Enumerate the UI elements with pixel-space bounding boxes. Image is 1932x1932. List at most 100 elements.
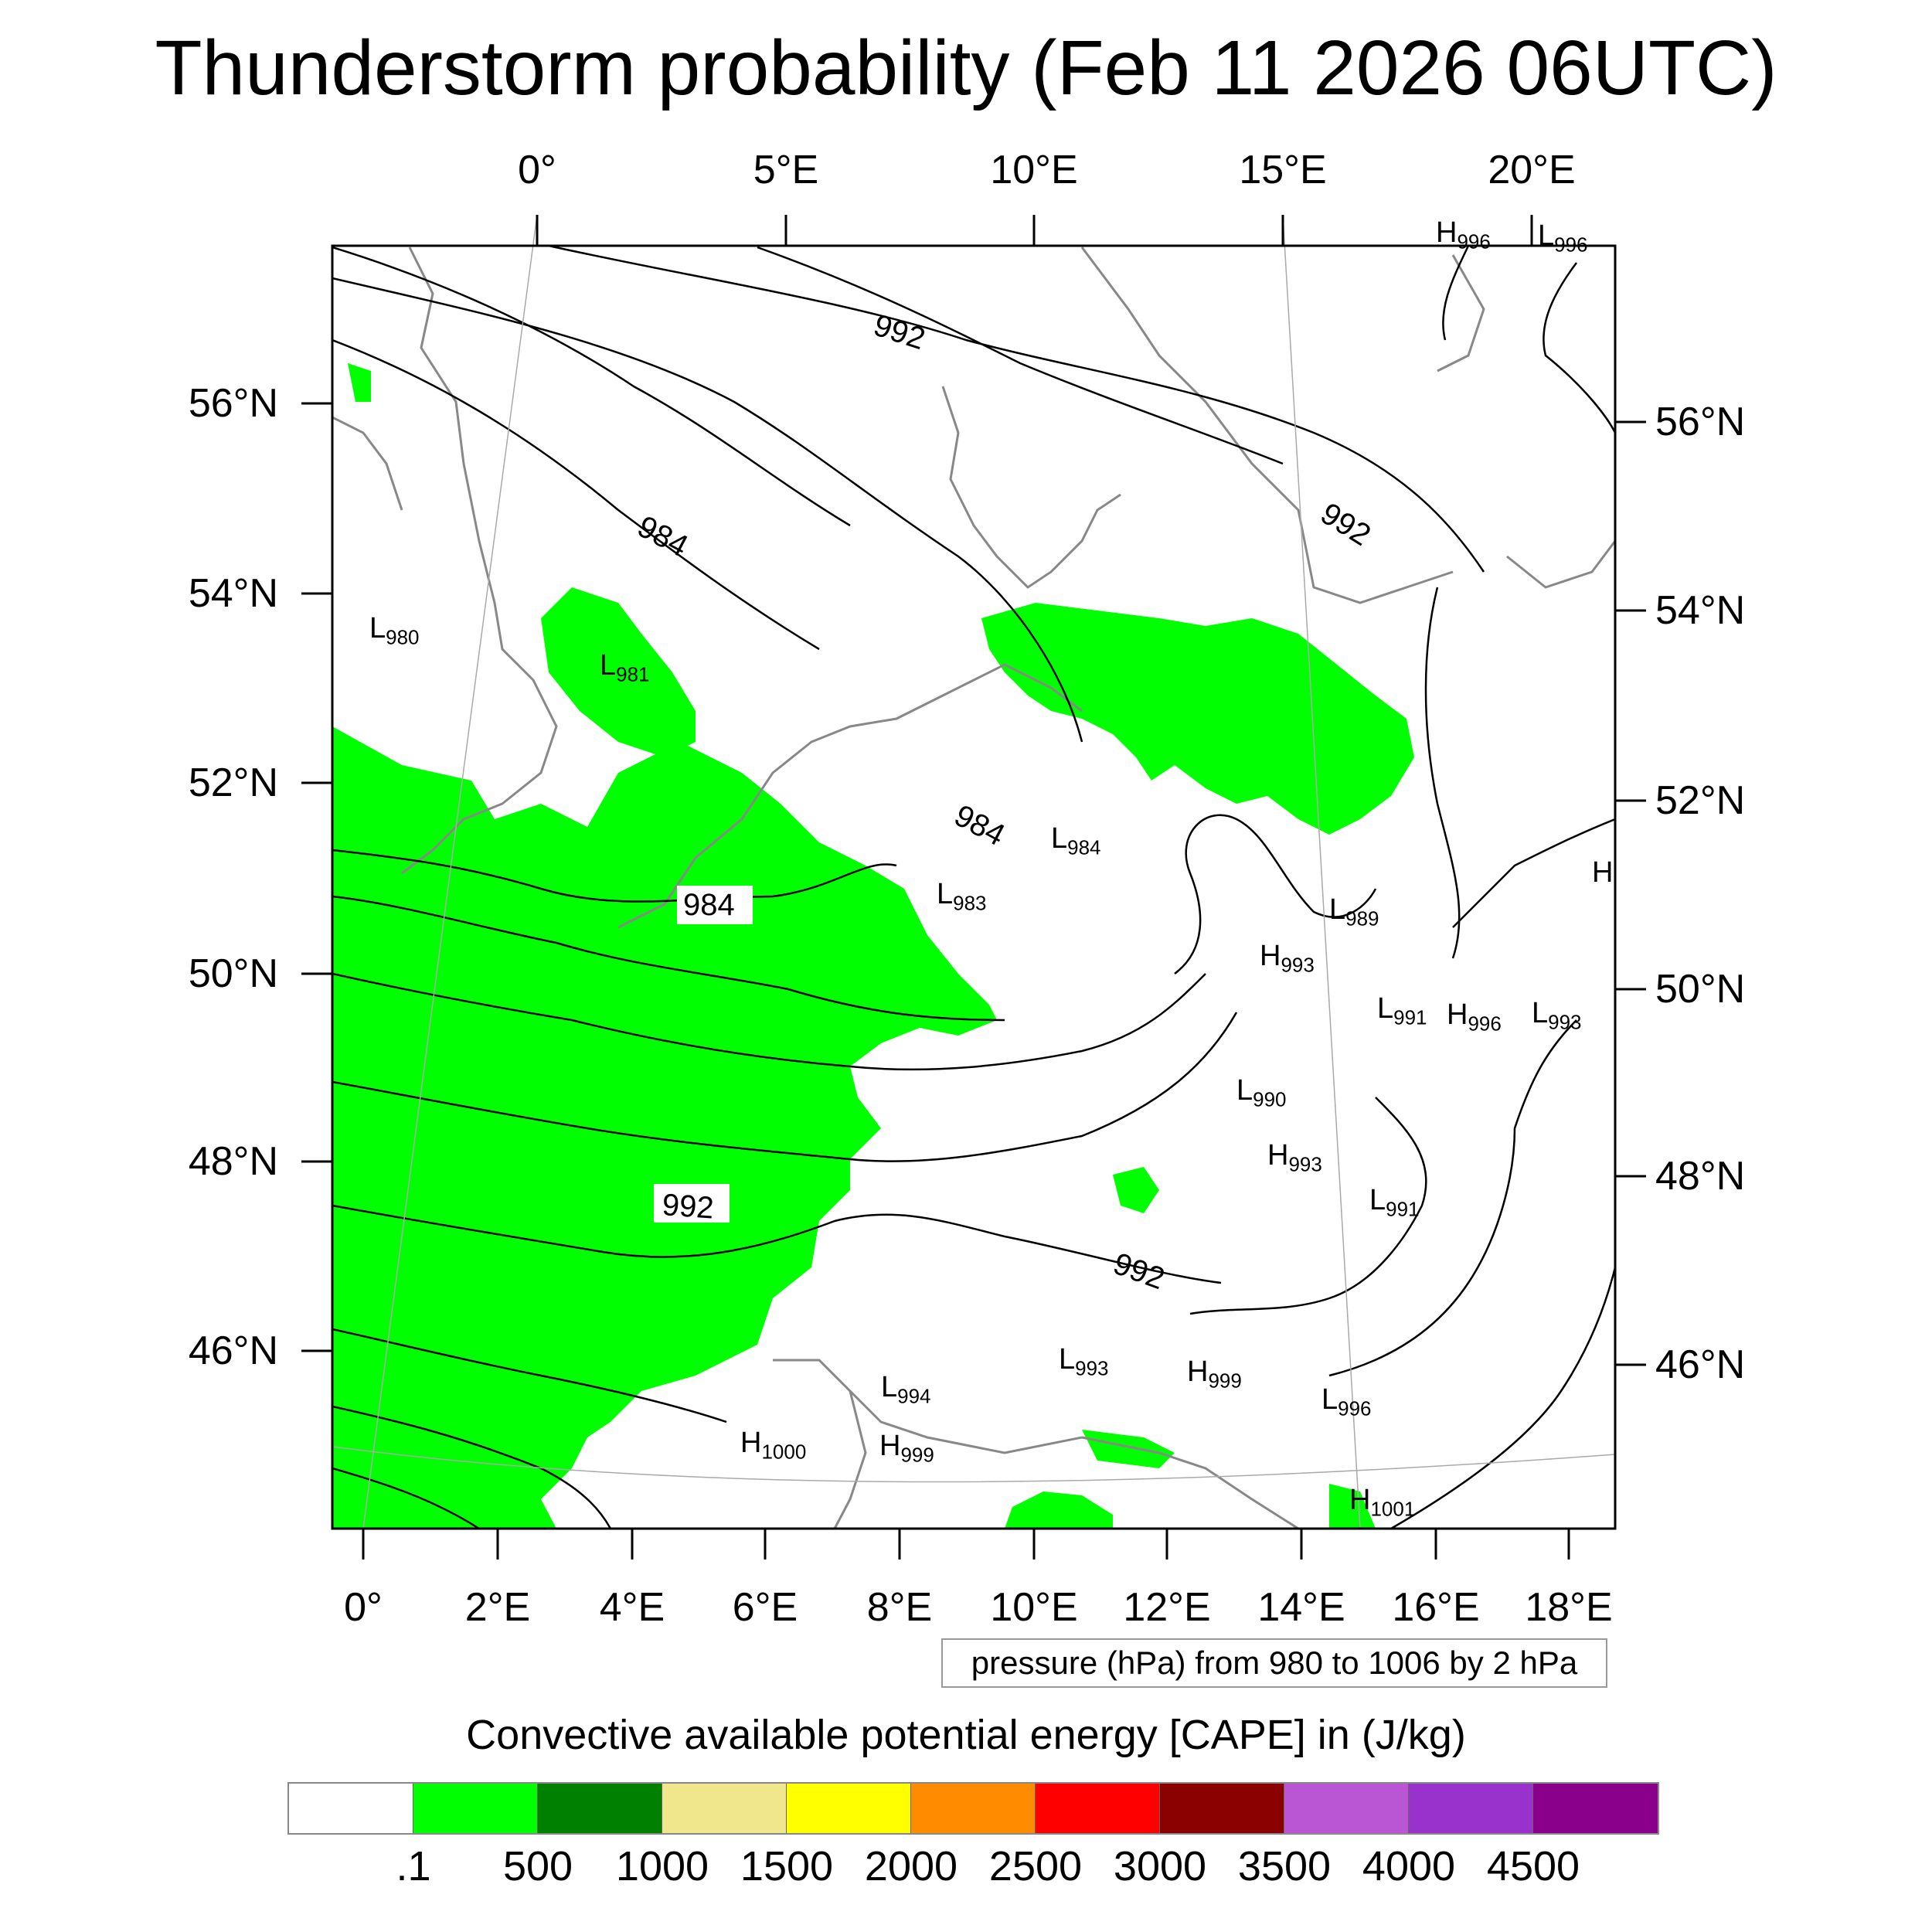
cape-area-uk [541,587,696,757]
lat-label-right: 52°N [1655,778,1746,823]
lat-label-right: 50°N [1655,967,1746,1012]
high-pressure-marker: H996 [1447,998,1502,1036]
colorbar-swatch [1284,1784,1409,1833]
isobar-label: 992 [1109,1247,1169,1296]
map-frame [331,244,1617,1530]
isobars [332,246,1615,1529]
pressure-value: 1001 [1370,1497,1416,1521]
frame-ticks [301,215,1646,1560]
legend-title: Convective available potential energy [C… [466,1712,1466,1758]
lon-label-bottom: 8°E [866,1585,933,1630]
cape-area-western [332,726,997,1529]
colorbar-swatch [538,1784,662,1833]
pressure-value: 996 [1457,230,1491,253]
colorbar-swatch [911,1784,1036,1833]
low-pressure-marker: L993 [1059,1343,1109,1380]
high-pressure-marker: H [1592,856,1614,889]
lon-label-bottom: 2°E [464,1585,531,1630]
cape-area-scotland [348,363,371,402]
contour-info-box: pressure (hPa) from 980 to 1006 by 2 hPa [941,1638,1607,1688]
low-pressure-marker: L996 [1538,219,1588,257]
isobar-label: 992 [1315,496,1376,553]
colorbar-swatch [1036,1784,1160,1833]
colorbar-swatch [413,1784,538,1833]
pressure-value: 996 [1554,233,1588,257]
lon-label-top: 5°E [753,148,819,192]
lat-label-right: 48°N [1655,1154,1746,1199]
low-pressure-marker: L994 [881,1371,931,1408]
pressure-value: 994 [897,1384,931,1408]
lon-label-bottom: 10°E [990,1585,1078,1630]
isobar-label: 984 [683,888,735,922]
pressure-value: 981 [616,662,650,686]
isobar-label: 984 [949,798,1011,852]
high-pressure-marker: H993 [1267,1139,1322,1176]
colorbar-swatch [289,1784,413,1833]
low-pressure-marker: L980 [369,612,420,649]
cape-area-south [1005,1492,1113,1529]
pressure-value: 999 [900,1443,934,1467]
low-pressure-marker: L996 [1321,1383,1372,1420]
colorbar-swatch [787,1784,911,1833]
pressure-value: 999 [1208,1369,1242,1393]
low-pressure-marker: L990 [1236,1074,1287,1111]
pressure-value: 991 [1386,1197,1420,1221]
pressure-value: 989 [1345,906,1379,930]
colorbar-label: 500 [502,1843,573,1889]
high-pressure-marker: H1001 [1349,1484,1416,1521]
lat-label-left: 46°N [188,1328,278,1373]
pressure-value: 993 [1548,1010,1582,1034]
cape-area-denmark-poland [981,603,1414,835]
low-pressure-marker: L991 [1377,992,1427,1029]
lon-label-top: 0° [518,148,556,192]
lon-label-top: 10°E [990,148,1078,192]
colorbar [287,1782,1659,1835]
cape-area-central [1113,1167,1159,1213]
coastlines [332,247,1615,1529]
colorbar-swatch [1160,1784,1284,1833]
lat-label-right: 54°N [1655,588,1746,633]
isobar-label: 992 [661,1188,715,1226]
graticule [332,214,1616,1529]
low-pressure-marker: L989 [1329,893,1379,930]
colorbar-label: 2000 [864,1843,958,1889]
lat-label-right: 46°N [1655,1342,1746,1387]
lat-label-left: 48°N [188,1139,278,1184]
lon-label-bottom: 18°E [1525,1585,1613,1630]
lat-label-left: 54°N [188,571,278,616]
lat-label-left: 50°N [188,951,278,996]
colorbar-swatch [1533,1784,1658,1833]
cape-area-adriatic [1082,1430,1175,1468]
lon-label-bottom: 6°E [732,1585,798,1630]
pressure-value: 983 [953,891,987,915]
lat-label-left: 56°N [188,381,278,426]
lon-label-top: 15°E [1239,148,1327,192]
high-pressure-marker: H1000 [740,1427,807,1464]
pressure-value: 996 [1338,1396,1372,1420]
pressure-value: 980 [386,625,420,649]
colorbar-label: 4500 [1486,1843,1580,1889]
low-pressure-marker: L981 [600,649,650,686]
pressure-value: 993 [1281,953,1315,977]
isobar-label: 984 [632,509,694,563]
high-pressure-marker: H999 [879,1430,934,1467]
high-pressure-marker: H993 [1260,940,1315,977]
pressure-value: 984 [1067,835,1101,859]
pressure-value: 993 [1288,1152,1322,1176]
colorbar-label: 2500 [988,1843,1083,1889]
low-pressure-marker: L991 [1369,1184,1420,1221]
lon-label-bottom: 12°E [1123,1585,1211,1630]
colorbar-swatch [1409,1784,1533,1833]
pressure-value: 991 [1393,1005,1427,1029]
high-pressure-marker: H996 [1436,216,1491,253]
low-pressure-marker: L983 [937,878,987,915]
cape-area-balkan [1329,1484,1376,1529]
lon-label-top: 20°E [1488,148,1576,192]
pressure-value: 996 [1468,1012,1502,1036]
lon-label-bottom: 16°E [1392,1585,1480,1630]
lat-label-right: 56°N [1655,400,1746,444]
cape-shading [332,363,1414,1529]
colorbar-label: 1500 [740,1843,834,1889]
high-pressure-marker: H999 [1187,1355,1242,1393]
